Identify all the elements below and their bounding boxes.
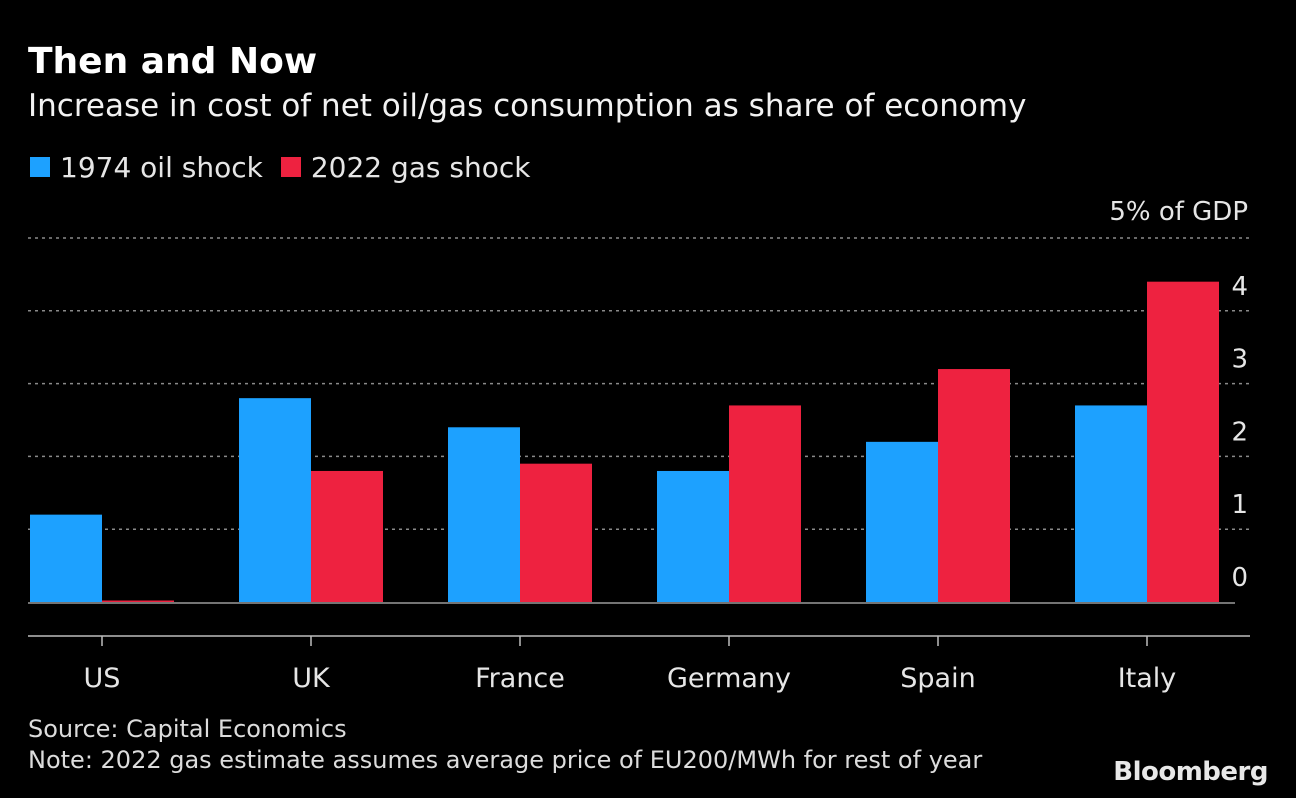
y-tick-label-2: 2 (1231, 417, 1248, 447)
x-tick-label-us: US (84, 663, 121, 694)
y-tick-label-1: 1 (1231, 490, 1248, 520)
bar-germany-2022 (729, 405, 801, 602)
bar-spain-1974 (866, 441, 938, 602)
bar-uk-2022 (311, 470, 383, 602)
x-tick-label-italy: Italy (1118, 663, 1177, 694)
bar-us-2022 (102, 600, 174, 602)
legend-label-1974: 1974 oil shock (60, 150, 263, 184)
legend-swatch-1974 (30, 157, 50, 177)
bar-spain-2022 (938, 369, 1010, 602)
bar-france-1974 (448, 427, 520, 602)
x-tick-label-spain: Spain (900, 663, 975, 694)
y-tick-label-0: 0 (1231, 563, 1248, 593)
bar-france-2022 (520, 463, 592, 602)
chart-subtitle: Increase in cost of net oil/gas consumpt… (28, 88, 1027, 124)
y-tick-label-3: 3 (1231, 345, 1248, 375)
y-tick-label-4: 4 (1231, 272, 1248, 302)
bar-uk-1974 (239, 398, 311, 602)
bar-italy-1974 (1075, 405, 1147, 602)
legend-item-1974: 1974 oil shock (30, 151, 263, 184)
footnote: Note: 2022 gas estimate assumes average … (28, 746, 983, 774)
y-tick-label-5: 5% of GDP (1109, 197, 1248, 227)
legend: 1974 oil shock 2022 gas shock (30, 150, 548, 184)
bar-italy-2022 (1147, 281, 1219, 602)
bar-us-1974 (30, 514, 102, 602)
legend-swatch-2022 (280, 157, 301, 177)
bar-germany-1974 (657, 470, 729, 602)
chart-title: Then and Now (28, 41, 318, 82)
legend-item-2022: 2022 gas shock (280, 150, 531, 184)
x-tick-label-france: France (475, 663, 565, 694)
source-note: Source: Capital Economics (28, 715, 347, 743)
x-tick-label-uk: UK (292, 663, 331, 694)
bar-chart: 0 1 2 3 4 5% of GDP US UK France Germany Spain Ital… (28, 197, 1250, 694)
x-tick-label-germany: Germany (667, 663, 791, 694)
bloomberg-logo: Bloomberg (1113, 757, 1268, 787)
legend-label-2022: 2022 gas shock (310, 150, 531, 184)
